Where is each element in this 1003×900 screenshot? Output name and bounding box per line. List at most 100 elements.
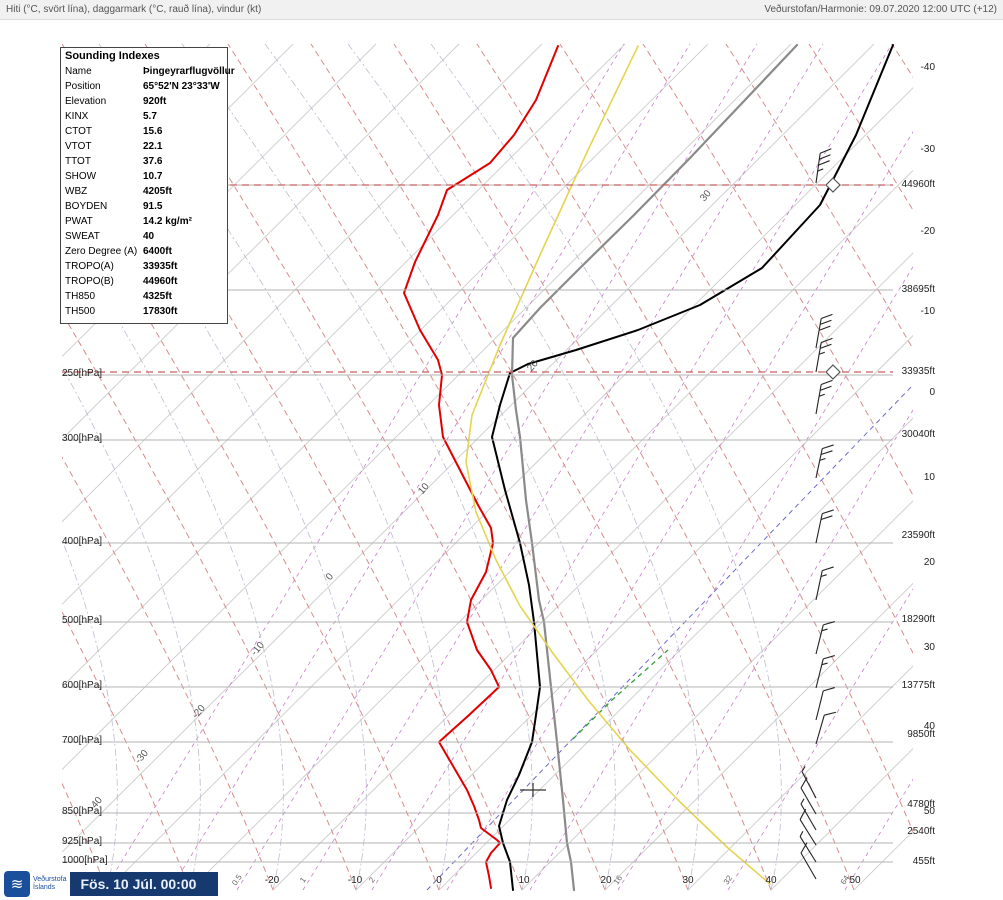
index-row-label: TH500	[65, 306, 96, 317]
index-row-value: 14.2 kg/m²	[143, 216, 192, 227]
wind-barb-tick	[821, 662, 828, 666]
dry-adiabat-line	[725, 43, 913, 350]
logo-line2: Íslands	[33, 884, 56, 891]
index-row: TTOT 37.6	[65, 154, 223, 169]
wind-barb	[815, 509, 834, 544]
wind-barb	[815, 148, 832, 184]
pressure-tick-label: 850[hPa]	[62, 806, 103, 817]
wind-barb-staff	[815, 153, 821, 184]
dry-adiabat-line	[559, 43, 913, 655]
index-row: TROPO(B) 44960ft	[65, 274, 223, 289]
altitude-tick-label: 9850ft	[907, 729, 935, 740]
index-row-value: 22.1	[143, 141, 163, 152]
zero-isotherm-line	[426, 384, 913, 891]
index-row: KINX 5.7	[65, 109, 223, 124]
dry-adiabat-line	[642, 43, 913, 497]
index-row: BOYDEN 91.5	[65, 199, 223, 214]
altitude-tick-label: 4780ft	[907, 799, 935, 810]
index-row-label: PWAT	[65, 216, 93, 227]
valid-time-text: Fös. 10 Júl. 00:00	[80, 876, 197, 892]
index-row-value: 6400ft	[143, 246, 172, 257]
wind-barb-tick	[819, 458, 826, 461]
wind-barb-tick	[800, 777, 808, 789]
wind-barb-tick	[801, 766, 806, 772]
isotherm-line	[937, 44, 1003, 890]
isotherm-line	[106, 87, 913, 891]
index-row: Position 65°52'N 23°33'W	[65, 79, 223, 94]
wind-barb-tick	[818, 160, 830, 166]
index-row-value: 4205ft	[143, 186, 172, 197]
mixing-ratio-line	[617, 409, 913, 891]
isotherm-line	[770, 747, 913, 891]
wind-barb-tick	[821, 628, 828, 632]
isotherm-line	[604, 582, 913, 891]
dry-adiabat-line	[975, 44, 1003, 890]
wind-barb-staff	[799, 819, 817, 846]
index-row-value: 920ft	[143, 96, 167, 107]
index-row-label: BOYDEN	[65, 201, 108, 212]
wind-barb-tick	[799, 808, 807, 820]
dewpoint-red-curve	[403, 45, 559, 889]
right-temp-tick-label: 10	[923, 472, 935, 483]
right-temp-tick-label: -40	[920, 62, 935, 73]
index-row-label: TH850	[65, 291, 96, 302]
pressure-tick-label: 600[hPa]	[62, 680, 103, 691]
wind-barb-tick	[822, 566, 834, 572]
wind-barb	[815, 313, 833, 349]
index-row: CTOT 15.6	[65, 124, 223, 139]
wind-barb-staff	[815, 715, 825, 745]
mixing-ratio-line	[844, 778, 913, 891]
green-adiabat-segment	[572, 649, 669, 740]
index-row-label: Zero Degree (A)	[65, 246, 138, 257]
wind-barb	[815, 687, 835, 721]
wind-barb-staff	[800, 852, 817, 880]
dry-adiabat-line	[808, 43, 913, 212]
moist-adiabat-line	[62, 228, 284, 891]
wind-barb-tick	[821, 313, 833, 319]
index-row-value: 17830ft	[143, 306, 178, 317]
bottom-temp-tick-label: -10	[347, 875, 363, 886]
wind-barb-tick	[824, 711, 837, 716]
model-run-text: Veðurstofan/Harmonie: 09.07.2020 12:00 U…	[764, 4, 997, 15]
right-temp-tick-label: 0	[929, 387, 935, 398]
valid-time-badge: Fös. 10 Júl. 00:00	[70, 872, 219, 896]
wind-barb-tick	[819, 148, 832, 154]
altitude-tick-label: 18290ft	[901, 614, 935, 625]
tropopause-diamond-marker	[825, 364, 841, 380]
wind-barb-tick	[823, 687, 835, 692]
wind-barb-staff	[815, 624, 824, 655]
isotherm-line	[438, 417, 913, 891]
right-temp-tick-label: -20	[920, 226, 935, 237]
sounding-indexes-table: Name Þingeyrarflugvöllur Position 65°52'N 2…	[65, 64, 235, 319]
index-row-label: KINX	[65, 111, 89, 122]
isotherm-line	[687, 665, 913, 891]
wind-barb-tick	[800, 798, 805, 805]
wind-barb	[800, 842, 817, 880]
index-row-label: SHOW	[65, 171, 97, 182]
wind-barb-staff	[815, 658, 824, 689]
moist-adiabat-line	[347, 43, 699, 891]
wind-barb-tick	[818, 393, 825, 397]
wind-barb-tick	[817, 168, 824, 172]
moist-adiabat-line	[181, 43, 533, 891]
index-row-label: SWEAT	[65, 231, 100, 242]
wind-barb	[815, 621, 835, 655]
wind-barb-tick	[818, 325, 831, 331]
aux-yellow-curve	[465, 45, 771, 885]
index-row: TH500 17830ft	[65, 304, 223, 319]
altitude-tick-label: 455ft	[912, 856, 935, 867]
wind-barb-tick	[820, 515, 833, 521]
index-row-value: 10.7	[143, 171, 163, 182]
bottom-temp-tick-label: 0	[436, 875, 442, 886]
wind-barb	[799, 808, 817, 846]
wind-barb-staff	[815, 513, 823, 544]
wind-barb-staff	[815, 342, 822, 373]
pressure-tick-label: 700[hPa]	[62, 735, 103, 746]
wind-barb	[800, 777, 817, 815]
index-row-label: WBZ	[65, 186, 88, 197]
wind-barb-staff	[815, 448, 823, 479]
dry-adiabat-line	[227, 43, 689, 891]
sounding-indexes-title: Sounding Indexes	[65, 50, 160, 62]
wind-barb-tick	[799, 831, 804, 837]
